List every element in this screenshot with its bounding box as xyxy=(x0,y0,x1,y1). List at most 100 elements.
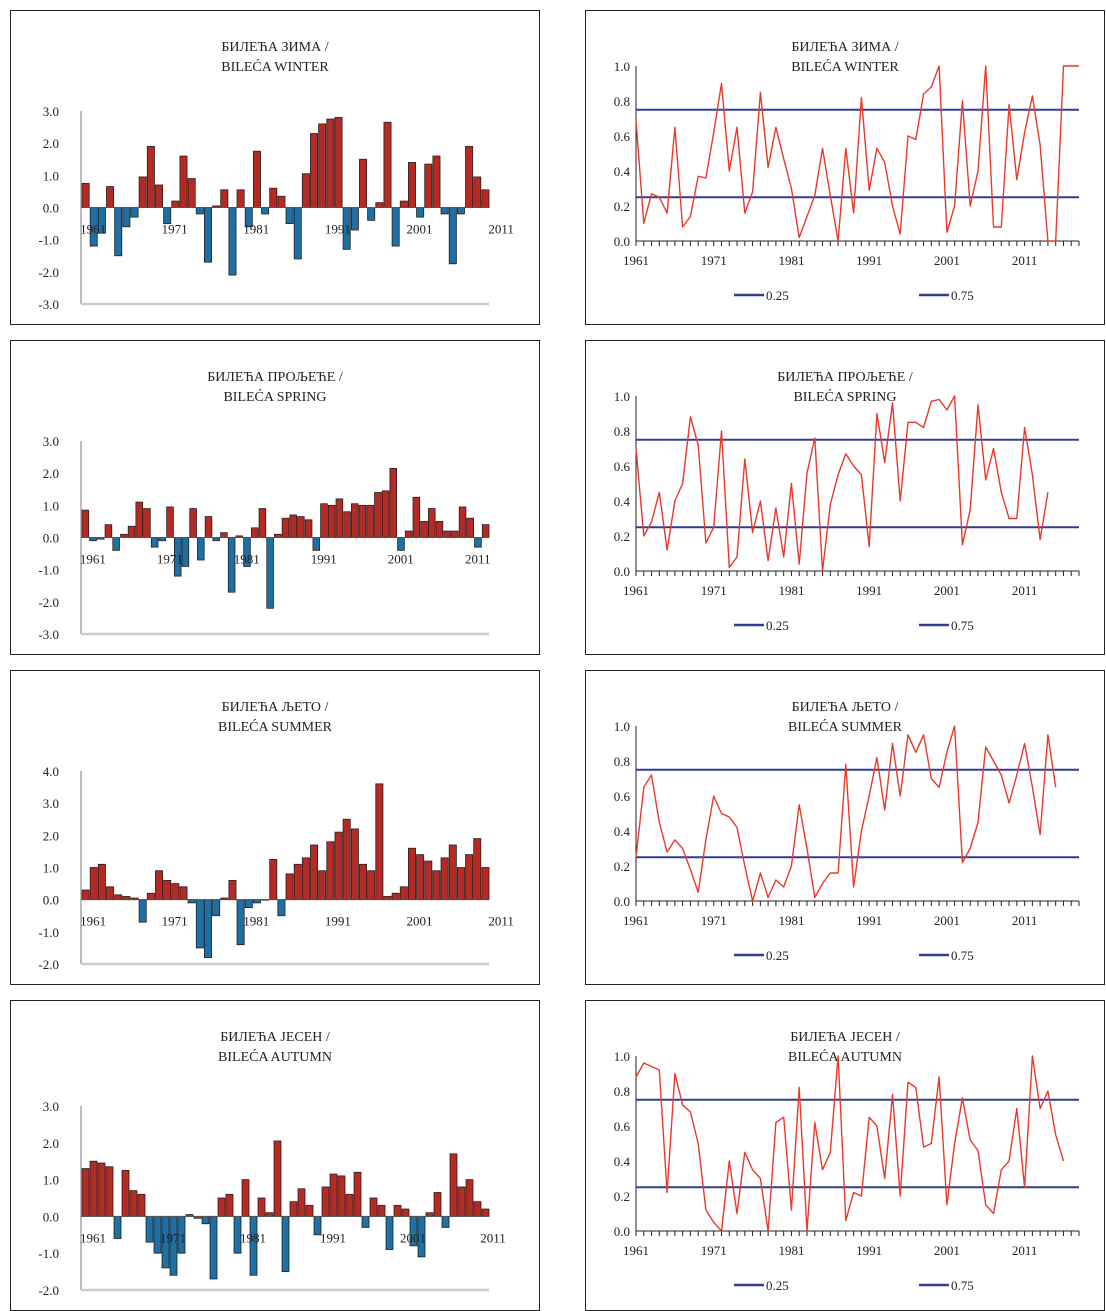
bar xyxy=(81,1168,90,1217)
bar xyxy=(310,844,319,901)
chart-title: БИЛЕЋА ПРОЉЕЋЕ / xyxy=(207,370,343,385)
y-tick-label: -1.0 xyxy=(38,233,59,248)
bar xyxy=(397,537,405,551)
bar xyxy=(399,200,408,208)
y-tick-label: 0.0 xyxy=(614,234,630,249)
chart-svg-4: БИЛЕЋА ЉЕТО / BILEĆA SUMMER 4.0 3.0 2.0 1.0 0.… xyxy=(38,700,513,972)
bar xyxy=(249,1215,258,1276)
legend-label: 0.25 xyxy=(766,618,789,633)
bar xyxy=(301,857,310,901)
bar xyxy=(89,1160,98,1217)
y-tick-label: 3.0 xyxy=(43,434,59,449)
chart-panel-spring-percentile: БИЛЕЋА ПРОЉЕЋЕ / BILEĆA SPRING 1.0 0.8 0.6 0.… xyxy=(585,340,1105,655)
y-tick-label: 1.0 xyxy=(43,168,59,183)
series-line xyxy=(635,1055,1065,1232)
x-tick-label: 2011 xyxy=(465,552,491,567)
x-tick-label: 2001 xyxy=(406,222,432,237)
bar xyxy=(250,527,259,538)
y-tick-label: 0.0 xyxy=(614,894,630,909)
bar xyxy=(473,838,482,901)
bar xyxy=(297,516,305,538)
bar xyxy=(440,207,449,215)
bar xyxy=(137,1193,146,1217)
x-tick-label: 1971 xyxy=(162,914,188,929)
bar xyxy=(404,530,413,538)
x-tick-label: 1971 xyxy=(157,552,183,567)
bar xyxy=(424,860,433,901)
bar xyxy=(189,508,197,538)
bar xyxy=(89,867,98,901)
bar xyxy=(301,173,310,208)
bar xyxy=(440,857,449,901)
bar xyxy=(473,176,482,208)
x-tick-label: 1961 xyxy=(623,1243,649,1258)
x-tick-label: 1971 xyxy=(701,253,727,268)
bar xyxy=(448,844,457,901)
bar xyxy=(412,496,421,538)
y-tick-label: 1.0 xyxy=(614,719,630,734)
bar xyxy=(285,207,294,224)
x-tick-label: 1961 xyxy=(80,914,106,929)
y-tick-label: 3.0 xyxy=(43,104,59,119)
bar xyxy=(342,818,351,901)
bar xyxy=(456,207,465,215)
bar xyxy=(112,537,120,551)
y-tick-label: 0.8 xyxy=(614,1084,630,1099)
bar xyxy=(389,467,398,538)
bar xyxy=(474,537,482,548)
x-tick-label: 1961 xyxy=(80,552,106,567)
bar xyxy=(155,870,164,901)
bar xyxy=(104,524,113,538)
bar xyxy=(381,490,390,538)
bar xyxy=(353,1171,362,1217)
chart-title: БИЛЕЋА ЉЕТО / xyxy=(222,700,329,715)
chart-panel-autumn-percentile: БИЛЕЋА ЈЕСЕН / BILEĆA AUTUMN 1.0 0.8 0.6 0.4 0… xyxy=(585,1000,1105,1311)
y-tick-label: 4.0 xyxy=(43,764,59,779)
bar xyxy=(204,516,213,538)
bar xyxy=(113,1215,122,1239)
y-tick-label: 0.6 xyxy=(614,1119,631,1134)
bar xyxy=(277,899,286,917)
chart-subtitle: BILEĆA WINTER xyxy=(791,58,899,75)
bar xyxy=(138,176,147,208)
bar xyxy=(458,506,467,538)
chart-title: БИЛЕЋА ЈЕСЕН / xyxy=(790,1030,900,1045)
bar xyxy=(105,1166,114,1217)
chart-panel-summer-percentile: БИЛЕЋА ЉЕТО / BILEĆA SUMMER 1.0 0.8 0.6 0.4 0.… xyxy=(585,670,1105,985)
chart-panel-winter-anomaly: БИЛЕЋА ЗИМА / BILEĆA WINTER 3.0 2.0 1.0 0.0 -1… xyxy=(10,10,540,325)
bar xyxy=(114,894,123,901)
bar xyxy=(449,1153,458,1217)
bar xyxy=(351,503,359,538)
bar xyxy=(143,508,151,538)
bar xyxy=(171,200,180,208)
bar xyxy=(261,207,270,215)
bar xyxy=(241,1179,250,1217)
bar xyxy=(220,189,229,208)
chart-subtitle: BILEĆA WINTER xyxy=(221,58,329,75)
chart-subtitle: BILEĆA SPRING xyxy=(793,388,896,405)
y-tick-label: -2.0 xyxy=(38,957,59,972)
chart-svg-3: БИЛЕЋА ПРОЉЕЋЕ / BILEĆA SPRING 1.0 0.8 0.6 0.… xyxy=(614,370,1080,633)
bar xyxy=(289,514,297,538)
bar xyxy=(374,492,382,538)
y-tick-label: -1.0 xyxy=(38,1246,59,1261)
bar xyxy=(129,1190,138,1217)
x-tick-label: 2011 xyxy=(1012,253,1038,268)
legend-label: 0.75 xyxy=(951,948,974,963)
bar xyxy=(361,1215,370,1228)
bar xyxy=(114,207,123,257)
bar xyxy=(212,899,221,917)
bar xyxy=(320,503,328,538)
y-tick-label: 0.8 xyxy=(614,424,630,439)
bar xyxy=(326,118,335,208)
y-tick-label: 0.2 xyxy=(614,199,630,214)
y-tick-label: 1.0 xyxy=(43,861,59,876)
bar xyxy=(428,508,436,538)
series-line xyxy=(635,725,1057,902)
chart-title: БИЛЕЋА ЉЕТО / xyxy=(792,700,899,715)
bar xyxy=(318,123,327,208)
x-tick-label: 2001 xyxy=(934,253,960,268)
bar xyxy=(359,158,368,208)
y-tick-label: -2.0 xyxy=(38,595,59,610)
bar xyxy=(391,892,400,901)
